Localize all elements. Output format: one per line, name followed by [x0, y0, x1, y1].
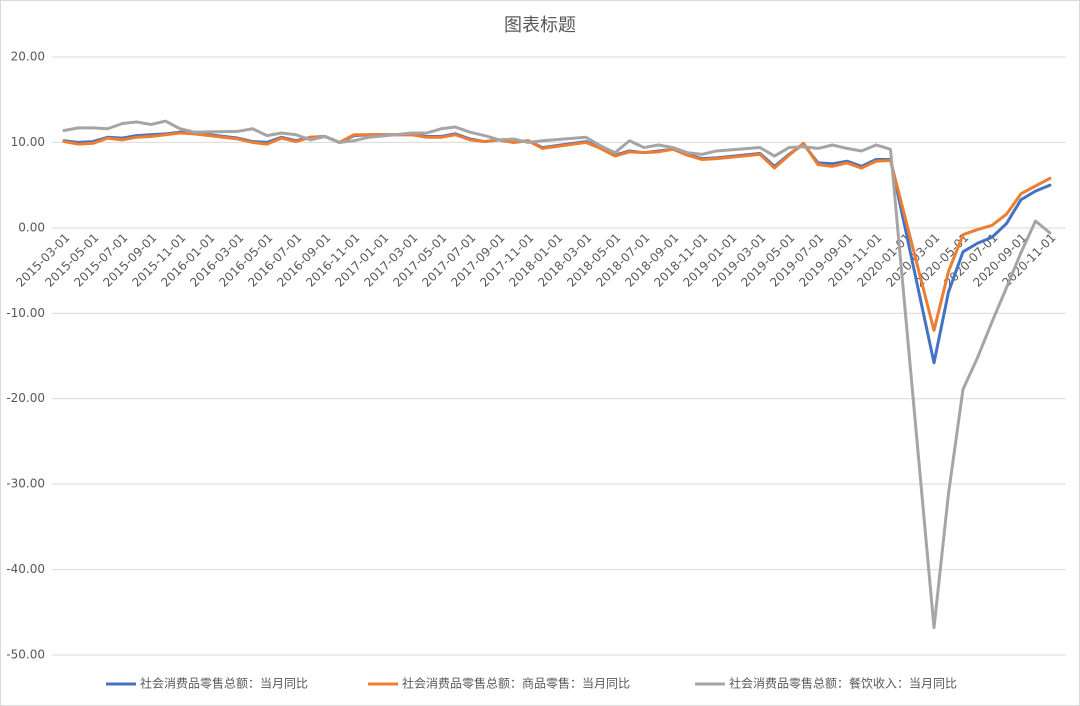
legend-label: 社会消费品零售总额：当月同比 [140, 676, 308, 691]
y-tick-label: 20.00 [11, 50, 45, 64]
y-tick-label: 10.00 [11, 135, 45, 149]
series-line [62, 119, 1052, 630]
y-tick-label: 0.00 [18, 220, 45, 234]
legend-item: 社会消费品零售总额：餐饮收入：当月同比 [695, 676, 957, 691]
legend-item: 社会消费品零售总额：商品零售：当月同比 [368, 676, 630, 691]
y-tick-label: -30.00 [6, 477, 45, 491]
chart-title: 图表标题 [504, 15, 576, 36]
y-tick-label: -20.00 [6, 391, 45, 405]
legend-label: 社会消费品零售总额：商品零售：当月同比 [402, 676, 630, 691]
legend-item: 社会消费品零售总额：当月同比 [106, 676, 308, 691]
y-tick-label: -50.00 [6, 648, 45, 662]
legend-label: 社会消费品零售总额：餐饮收入：当月同比 [729, 676, 957, 691]
y-tick-label: -40.00 [6, 562, 45, 576]
y-tick-label: -10.00 [6, 306, 45, 320]
series-line [62, 131, 1052, 332]
